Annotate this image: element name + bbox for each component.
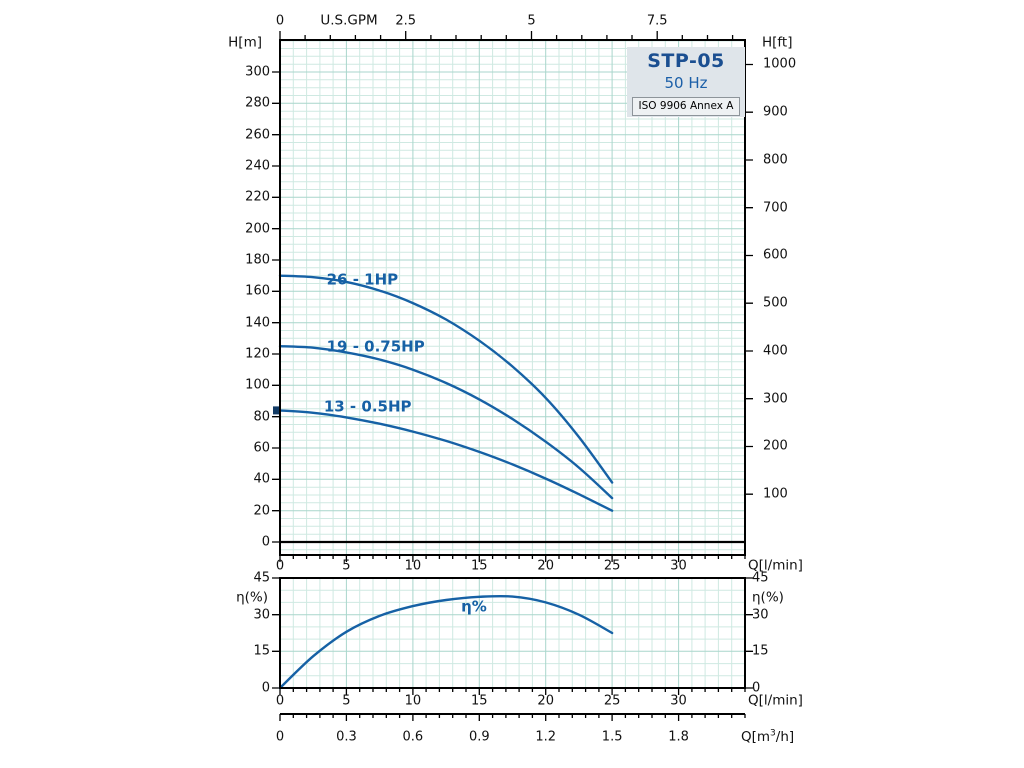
head-m-axis-title: H[m]	[228, 34, 262, 51]
top-plot-frame	[279, 39, 746, 556]
head-curve-0	[278, 274, 614, 484]
q-m3h-sup: 3	[770, 728, 776, 739]
q-m3h-axis-title: Q[m3/h]	[741, 728, 795, 745]
model-title-box: STP-05 50 Hz ISO 9906 Annex A	[627, 47, 745, 117]
eta-axis-title-right: η(%)	[752, 589, 784, 606]
head-ft-axis-title: H[ft]	[762, 34, 793, 51]
bottom-plot-frame	[279, 577, 746, 689]
model-name: STP-05	[647, 50, 725, 72]
head-curve-2	[278, 409, 614, 512]
q-lmin-axis-title-bottom: Q[l/min]	[748, 692, 803, 709]
q-m3h-pre: Q[m	[741, 729, 771, 745]
axis-ticks	[272, 31, 753, 721]
eta-axis-title-left: η(%)	[236, 589, 268, 606]
head-curve-1	[278, 345, 614, 500]
curve-start-marker	[273, 406, 281, 415]
standard-badge: ISO 9906 Annex A	[631, 97, 741, 116]
q-m3h-post: /h]	[775, 729, 795, 745]
q-lmin-axis-title-top: Q[l/min]	[748, 557, 803, 574]
efficiency-curve	[278, 594, 614, 690]
frequency-label: 50 Hz	[664, 74, 708, 92]
grid-minor	[280, 40, 745, 688]
usgpm-axis-title: U.S.GPM	[320, 12, 378, 29]
grid-major	[279, 40, 746, 689]
